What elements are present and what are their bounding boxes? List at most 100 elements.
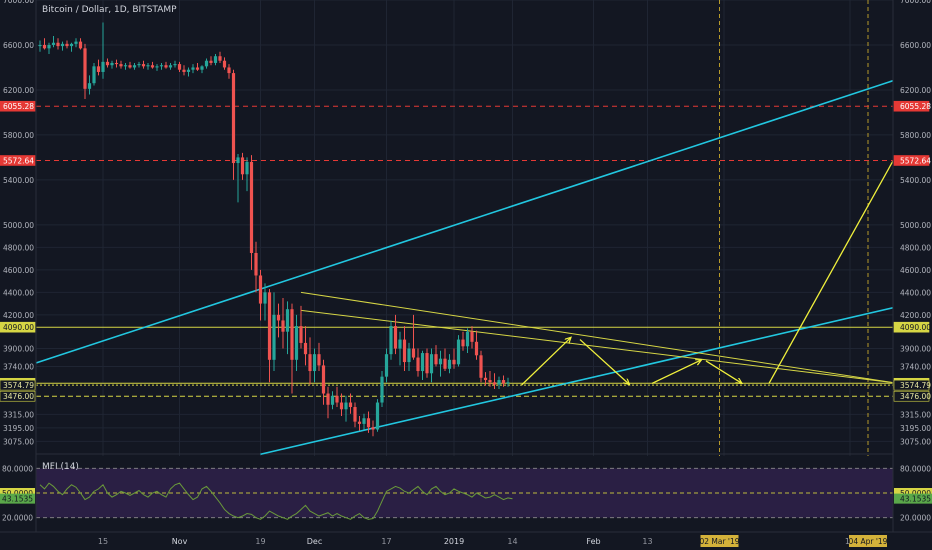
x-tick-label: Nov [172, 537, 188, 546]
candle-body [407, 348, 411, 363]
candle [407, 342, 411, 372]
badge-bg [0, 321, 36, 333]
projection-arrow [705, 360, 742, 383]
candle-body [101, 61, 105, 72]
candle-body [236, 157, 240, 164]
mfi-mid-badge [894, 488, 932, 498]
candle [236, 154, 240, 203]
candle [101, 22, 105, 79]
candle [146, 62, 150, 70]
price-tick-label-left: 7000.00 [3, 0, 34, 5]
candle-body [78, 41, 83, 49]
candle-body [375, 402, 380, 430]
candle-body [456, 339, 461, 365]
candle [92, 62, 96, 86]
price-tick-label-left: 6600.00 [3, 41, 34, 50]
candle-body [371, 427, 375, 430]
price-tick-label-left: 3315.00 [3, 410, 34, 419]
candle-body [425, 353, 429, 374]
candle [425, 348, 429, 378]
candle [155, 64, 159, 71]
badge-bg [893, 100, 930, 112]
mfi-tick-label-left: 50.0000 [2, 489, 33, 498]
candle-body [317, 354, 321, 366]
candle [272, 292, 276, 372]
candle-body [420, 353, 425, 372]
candle [263, 283, 267, 321]
candle-body [263, 292, 267, 304]
price-tick-label-left: 3195.00 [3, 424, 34, 433]
candle [461, 331, 465, 351]
x-tick-label: 2019 [444, 537, 464, 546]
candle [420, 350, 425, 381]
candle-body [146, 65, 150, 67]
candle-body [267, 292, 272, 360]
badge-bg [0, 100, 36, 112]
candlestick-series [38, 22, 510, 437]
trend-line [300, 309, 909, 386]
candle [114, 59, 119, 68]
badge-bg [0, 155, 36, 166]
candle [348, 393, 353, 414]
candle-body [60, 43, 65, 47]
candle-body [195, 67, 200, 70]
candle [227, 64, 231, 79]
candle [245, 157, 249, 192]
candle [110, 60, 114, 69]
candle [164, 61, 168, 69]
price-level-badge-left: 5572.64 [0, 155, 36, 166]
candle-body [123, 65, 128, 67]
candle [447, 354, 452, 374]
candle-body [51, 42, 56, 45]
candle-body [38, 44, 42, 47]
price-tick-label-right: 6200.00 [900, 86, 931, 95]
candle [330, 391, 335, 410]
candle-body [398, 339, 402, 349]
candle [362, 413, 366, 430]
badge-text: 3476.00 [3, 392, 34, 401]
candle-body [204, 60, 209, 67]
price-level-badge-right: 3574.79 [893, 379, 931, 391]
mfi-label: MFI (14) [42, 462, 79, 472]
candle-body [42, 44, 47, 49]
candle-body [164, 65, 168, 68]
candle [479, 350, 483, 383]
mfi-current-badge [894, 493, 932, 504]
candle-body [168, 65, 173, 68]
candle-body [209, 60, 213, 63]
badge-bg [0, 390, 36, 402]
candle [276, 303, 281, 338]
mfi-tick-label-left: 43.1535 [2, 495, 33, 504]
candle-body [227, 67, 231, 74]
candle-body [159, 65, 164, 67]
price-tick-label-right: 4400.00 [900, 288, 931, 297]
candle-body [299, 326, 303, 343]
candle [65, 40, 69, 49]
candle [177, 61, 182, 72]
candle [182, 65, 186, 76]
candle-body [492, 382, 497, 385]
price-tick-label-right: 3740.00 [900, 363, 931, 372]
candle [335, 386, 339, 408]
candle-body [114, 62, 119, 65]
candle-body [447, 359, 452, 369]
price-tick-label-right: 4800.00 [900, 243, 931, 252]
candle [128, 61, 132, 69]
projection-arrow [651, 360, 702, 384]
candle-body [137, 64, 141, 66]
trend-line [35, 67, 932, 364]
candle-body [218, 56, 222, 61]
candle [96, 59, 101, 76]
candle-body [245, 161, 249, 175]
candle [317, 342, 321, 372]
candle [249, 155, 254, 270]
date-badge-bg [849, 535, 887, 547]
candle [60, 41, 65, 51]
price-tick-label-left: 5400.00 [3, 176, 34, 185]
x-tick-label: 14 [507, 537, 517, 546]
candle-body [488, 380, 492, 383]
candle [438, 350, 443, 377]
x-tick-label: Feb [586, 537, 600, 546]
candle-body [438, 358, 443, 365]
